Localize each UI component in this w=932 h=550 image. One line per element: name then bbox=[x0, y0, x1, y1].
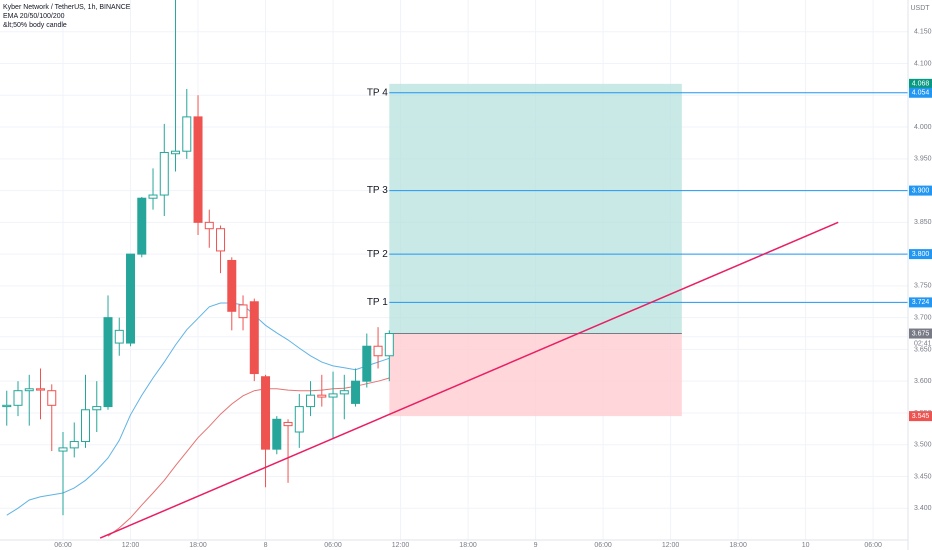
y-tick-label: 4.000 bbox=[914, 124, 932, 131]
candle-body bbox=[81, 409, 91, 443]
candle-body bbox=[373, 345, 383, 357]
x-tick-label: 18:00 bbox=[729, 542, 747, 549]
x-tick-label: 9 bbox=[534, 542, 538, 549]
candle-body bbox=[13, 390, 23, 406]
candle-body bbox=[58, 447, 68, 452]
candle-body bbox=[249, 301, 259, 375]
candle-body bbox=[384, 333, 394, 357]
x-tick-label: 06:00 bbox=[54, 542, 72, 549]
take-profit-price-tag-bg bbox=[909, 297, 932, 308]
take-profit-label: TP 4 bbox=[367, 87, 388, 98]
candle-body bbox=[317, 394, 327, 398]
candle-body bbox=[339, 390, 349, 395]
x-tick-label: 06:00 bbox=[594, 542, 612, 549]
candle-body bbox=[328, 393, 338, 398]
currency-label: USDT bbox=[910, 5, 930, 12]
stop-price-tag-bg bbox=[909, 411, 932, 422]
x-tick-label: 06:00 bbox=[864, 542, 882, 549]
indicator-label: &lt;50% body candle bbox=[3, 22, 67, 29]
candle-body bbox=[47, 390, 57, 406]
candle-body bbox=[227, 259, 237, 312]
x-tick-label: 18:00 bbox=[189, 542, 207, 549]
y-tick-label: 3.750 bbox=[914, 283, 932, 290]
y-tick-label: 3.600 bbox=[914, 378, 932, 385]
x-tick-label: 18:00 bbox=[459, 542, 477, 549]
candle-body bbox=[103, 317, 113, 408]
take-profit-label: TP 2 bbox=[367, 249, 388, 260]
x-tick-label: 10 bbox=[802, 542, 810, 549]
chart-title: Kyber Network / TetherUS, 1h, BINANCE bbox=[3, 4, 131, 11]
take-profit-price-tag-bg bbox=[909, 87, 932, 98]
candle-body bbox=[238, 304, 248, 319]
candle-body bbox=[171, 150, 181, 155]
entry-price-tag-bg bbox=[909, 328, 932, 339]
candle-body bbox=[92, 406, 102, 411]
candle-body bbox=[216, 228, 226, 252]
y-tick-label: 3.850 bbox=[914, 219, 932, 226]
target-price-tag-bg bbox=[909, 78, 932, 89]
candle-body bbox=[148, 194, 158, 199]
x-tick-label: 12:00 bbox=[122, 542, 140, 549]
ema-line bbox=[107, 377, 390, 537]
y-tick-label: 4.100 bbox=[914, 60, 932, 67]
countdown: 02:41 bbox=[914, 340, 932, 347]
y-tick-label: 3.450 bbox=[914, 473, 932, 480]
take-profit-price-tag: 3.900 bbox=[912, 187, 930, 194]
candle-body bbox=[69, 441, 79, 449]
candle-body bbox=[204, 221, 214, 230]
x-tick-label: 8 bbox=[264, 542, 268, 549]
candle-body bbox=[306, 394, 316, 408]
candle-body bbox=[261, 376, 271, 450]
y-tick-label: 3.400 bbox=[914, 505, 932, 512]
take-profit-label: TP 3 bbox=[367, 185, 388, 196]
candle-body bbox=[114, 329, 124, 344]
candle-body bbox=[24, 388, 34, 392]
candle-body bbox=[283, 421, 293, 427]
x-tick-label: 12:00 bbox=[662, 542, 680, 549]
loss-zone bbox=[389, 333, 682, 417]
take-profit-price-tag: 3.800 bbox=[912, 251, 930, 258]
candle-body bbox=[137, 197, 147, 255]
take-profit-price-tag: 3.724 bbox=[912, 299, 930, 306]
y-tick-label: 4.150 bbox=[914, 29, 932, 36]
target-price-tag: 4.068 bbox=[912, 81, 930, 88]
indicator-label: EMA 20/50/100/200 bbox=[3, 13, 65, 20]
profit-zone bbox=[389, 83, 682, 334]
plot-area bbox=[2, 0, 908, 539]
stop-price-tag: 3.545 bbox=[912, 413, 930, 420]
ema-line bbox=[6, 302, 390, 516]
take-profit-price-tag-bg bbox=[909, 185, 932, 196]
take-profit-price-tag: 4.054 bbox=[912, 90, 930, 97]
candle-body bbox=[159, 151, 169, 196]
axes: 3.4003.4503.5003.5503.6003.6503.6703.700… bbox=[54, 29, 932, 549]
candle-body bbox=[351, 380, 361, 404]
y-tick-label: 3.650 bbox=[914, 346, 932, 353]
candle-body bbox=[36, 388, 46, 391]
candle-body bbox=[294, 406, 304, 433]
entry-price-tag: 3.675 bbox=[912, 330, 930, 337]
candle-body bbox=[362, 345, 372, 382]
candle-body bbox=[182, 116, 192, 152]
take-profit-price-tag-bg bbox=[909, 249, 932, 260]
x-tick-label: 12:00 bbox=[392, 542, 410, 549]
x-tick-label: 06:00 bbox=[324, 542, 342, 549]
y-tick-label: 3.500 bbox=[914, 442, 932, 449]
y-tick-label: 3.950 bbox=[914, 156, 932, 163]
candle-body bbox=[193, 116, 203, 223]
take-profit-label: TP 1 bbox=[367, 297, 388, 308]
trendline bbox=[99, 221, 839, 539]
y-tick-label: 3.700 bbox=[914, 314, 932, 321]
candle-body bbox=[126, 253, 136, 344]
candle-body bbox=[2, 404, 12, 408]
candle-body bbox=[272, 418, 282, 450]
